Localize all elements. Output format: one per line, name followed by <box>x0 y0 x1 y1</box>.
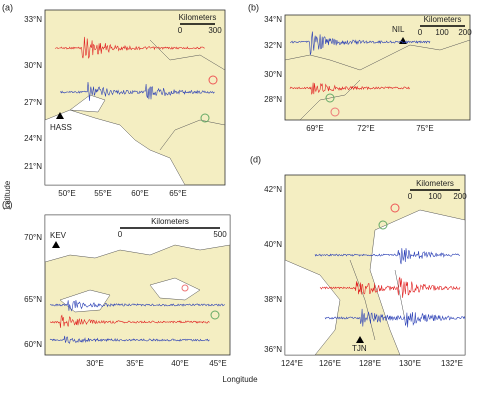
event <box>210 310 220 320</box>
lon-tick-label: 65°E <box>169 189 186 198</box>
lat-tick-label: 40°N <box>264 240 282 249</box>
scale-tick-label: 0 <box>118 230 123 239</box>
lat-tick-label: 65°N <box>24 295 42 304</box>
lat-tick-label: 32°N <box>264 41 282 50</box>
x-axis-label: Longitude <box>222 375 258 384</box>
lon-tick-label: 72°E <box>357 124 374 133</box>
lon-tick-label: 126°E <box>319 359 341 368</box>
event <box>325 93 335 103</box>
lon-tick-label: 128°E <box>359 359 381 368</box>
station-label: HASS <box>50 123 72 132</box>
lon-tick-label: 124°E <box>281 359 303 368</box>
seismogram <box>49 314 210 328</box>
map-a <box>44 9 226 186</box>
station-marker <box>56 112 64 119</box>
scale-tick-label: 500 <box>213 230 227 239</box>
lon-tick-label: 45°E <box>209 359 226 368</box>
scale-tick-label: 100 <box>428 192 442 201</box>
lat-tick-label: 27°N <box>24 98 42 107</box>
seismogram <box>49 300 226 312</box>
scale-title: Kilometers <box>151 217 189 226</box>
station-label: TJN <box>352 344 367 353</box>
seismogram <box>49 335 210 344</box>
station-marker <box>356 336 364 343</box>
scale-title: Kilometers <box>416 179 454 188</box>
lat-tick-label: 30°N <box>24 61 42 70</box>
lat-tick-label: 42°N <box>264 185 282 194</box>
lat-tick-label: 70°N <box>24 233 42 242</box>
seismogram <box>54 36 205 59</box>
lon-tick-label: 30°E <box>86 359 103 368</box>
seismogram <box>60 81 215 101</box>
scale-tick-label: 0 <box>178 26 183 35</box>
station-label: NIL <box>392 25 405 34</box>
event <box>390 203 400 213</box>
scale-tick-label: 0 <box>418 28 423 37</box>
panel-label: (d) <box>250 154 261 164</box>
lat-tick-label: 28°N <box>264 95 282 104</box>
lon-tick-label: 50°E <box>58 189 75 198</box>
scale-tick-label: 200 <box>453 192 467 201</box>
map-c <box>44 214 231 356</box>
panel-label: (c) <box>2 199 13 209</box>
lon-tick-label: 40°E <box>171 359 188 368</box>
lat-tick-label: 60°N <box>24 340 42 349</box>
scale-tick-label: 200 <box>458 28 472 37</box>
event <box>200 113 210 123</box>
event <box>208 75 218 85</box>
panel-label: (b) <box>248 2 259 12</box>
scale-title: Kilometers <box>424 15 462 24</box>
scale-tick-label: 0 <box>408 192 413 201</box>
seismogram <box>290 31 431 55</box>
event <box>181 284 189 292</box>
seismogram <box>314 248 460 265</box>
lon-tick-label: 130°E <box>399 359 421 368</box>
lon-tick-label: 60°E <box>131 189 148 198</box>
lon-tick-label: 69°E <box>306 124 323 133</box>
lon-tick-label: 75°E <box>416 124 433 133</box>
lat-tick-label: 24°N <box>24 134 42 143</box>
lon-tick-label: 35°E <box>126 359 143 368</box>
map-b <box>284 14 471 121</box>
lat-tick-label: 30°N <box>264 70 282 79</box>
lat-tick-label: 21°N <box>24 162 42 171</box>
station-marker <box>52 241 60 248</box>
lat-tick-label: 33°N <box>24 15 42 24</box>
event <box>330 107 340 117</box>
lat-tick-label: 34°N <box>264 15 282 24</box>
scale-title: Kilometers <box>179 13 217 22</box>
lat-tick-label: 38°N <box>264 295 282 304</box>
lat-tick-label: 36°N <box>264 345 282 354</box>
scale-tick-label: 100 <box>435 28 449 37</box>
lon-tick-label: 132°E <box>441 359 463 368</box>
lon-tick-label: 55°E <box>94 189 111 198</box>
panel-label: (a) <box>2 2 13 12</box>
seismogram <box>289 82 410 95</box>
y-axis-label: Latitude <box>3 180 12 209</box>
scale-tick-label: 300 <box>208 26 222 35</box>
map-d <box>284 174 466 356</box>
station-label: KEV <box>50 231 67 240</box>
seismogram <box>319 276 461 298</box>
seismogram <box>324 308 466 328</box>
event <box>378 220 388 230</box>
